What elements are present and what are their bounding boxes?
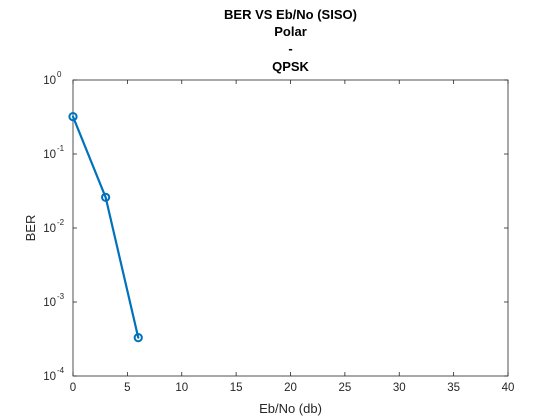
- x-tick-label: 10: [175, 382, 188, 394]
- title-line: BER VS Eb/No (SISO): [224, 7, 357, 22]
- y-tick-label: 10: [43, 75, 56, 87]
- x-tick-label: 0: [70, 382, 76, 394]
- y-tick-label: 10: [43, 149, 56, 161]
- x-tick-label: 25: [338, 382, 351, 394]
- y-tick-label: 10: [43, 371, 56, 383]
- x-tick-label: 15: [230, 382, 243, 394]
- y-tick-label: 10: [43, 297, 56, 309]
- plot-area: [73, 80, 508, 376]
- chart-title: BER VS Eb/No (SISO) Polar - QPSK: [224, 7, 357, 74]
- title-line: -: [288, 41, 292, 56]
- y-tick-exponent: -2: [57, 218, 65, 227]
- y-tick-base: 10: [43, 75, 56, 87]
- x-axis-label: Eb/No (db): [259, 401, 322, 416]
- y-tick-label: 10: [43, 223, 56, 235]
- x-tick-label: 40: [502, 382, 515, 394]
- y-tick-base: 10: [43, 223, 56, 235]
- y-axis-label: BER: [23, 215, 38, 242]
- y-tick-exponent: -4: [57, 366, 65, 375]
- x-tick-label: 35: [447, 382, 460, 394]
- y-tick-exponent: -1: [57, 144, 65, 153]
- x-tick-label: 5: [124, 382, 130, 394]
- x-tick-label: 30: [393, 382, 406, 394]
- title-line: QPSK: [272, 59, 309, 74]
- y-tick-base: 10: [43, 297, 56, 309]
- y-tick-exponent: -3: [57, 292, 65, 301]
- y-tick-base: 10: [43, 149, 56, 161]
- y-tick-base: 10: [43, 371, 56, 383]
- title-line: Polar: [274, 24, 307, 39]
- x-tick-label: 20: [284, 382, 297, 394]
- y-tick-exponent: 0: [57, 70, 62, 79]
